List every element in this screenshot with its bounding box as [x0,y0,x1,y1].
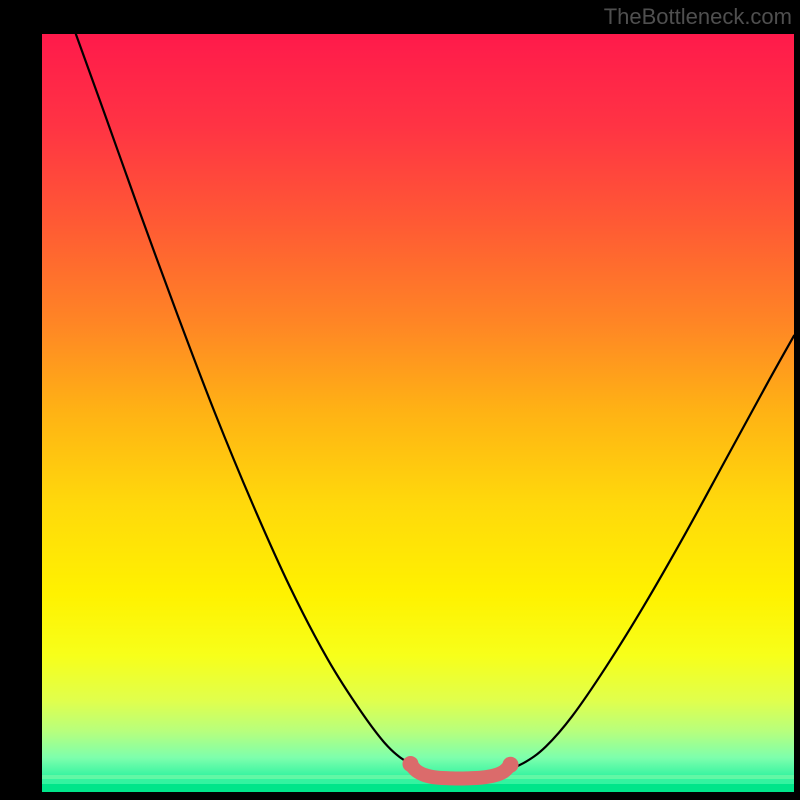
plateau-dot-right [502,757,518,773]
plateau-dot-left [402,756,418,772]
chart-frame: TheBottleneck.com [0,0,800,800]
watermark-text: TheBottleneck.com [604,4,792,30]
curve-overlay-svg [42,34,794,792]
bottleneck-curve-path [76,34,794,773]
plot-area [42,34,794,792]
recommended-plateau-path [410,764,510,779]
